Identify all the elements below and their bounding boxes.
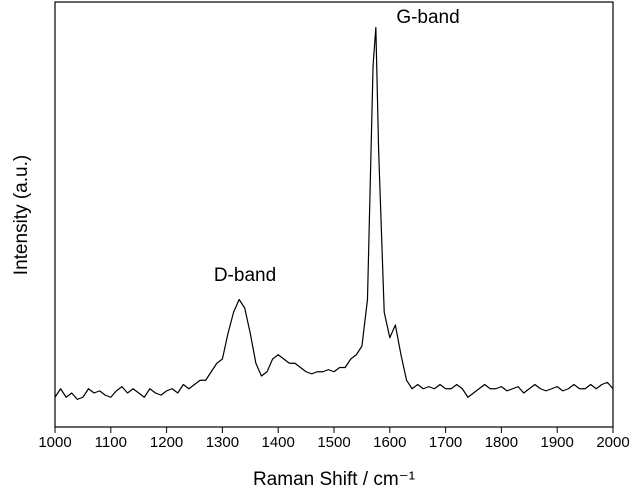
x-tick-label: 1600: [373, 434, 406, 451]
x-tick-label: 1800: [485, 434, 518, 451]
annotation: G-band: [396, 7, 459, 28]
y-axis-title: Intensity (a.u.): [11, 155, 32, 275]
annotation: D-band: [214, 265, 276, 286]
x-tick-label: 1100: [95, 434, 127, 451]
x-tick-label: 1500: [317, 434, 350, 451]
spectrum-line: [54, 26, 614, 400]
plot-frame: [54, 1, 614, 428]
x-tick-label: 1300: [206, 434, 239, 451]
x-tick-label: 1900: [541, 434, 574, 451]
x-tick-label: 2000: [596, 434, 629, 451]
x-tick-label: 1000: [38, 434, 71, 451]
x-tick-label: 1400: [262, 434, 295, 451]
x-tick-label: 1700: [429, 434, 462, 451]
x-tick-label: 1200: [150, 434, 183, 451]
x-axis-title: Raman Shift / cm⁻¹: [253, 469, 415, 490]
